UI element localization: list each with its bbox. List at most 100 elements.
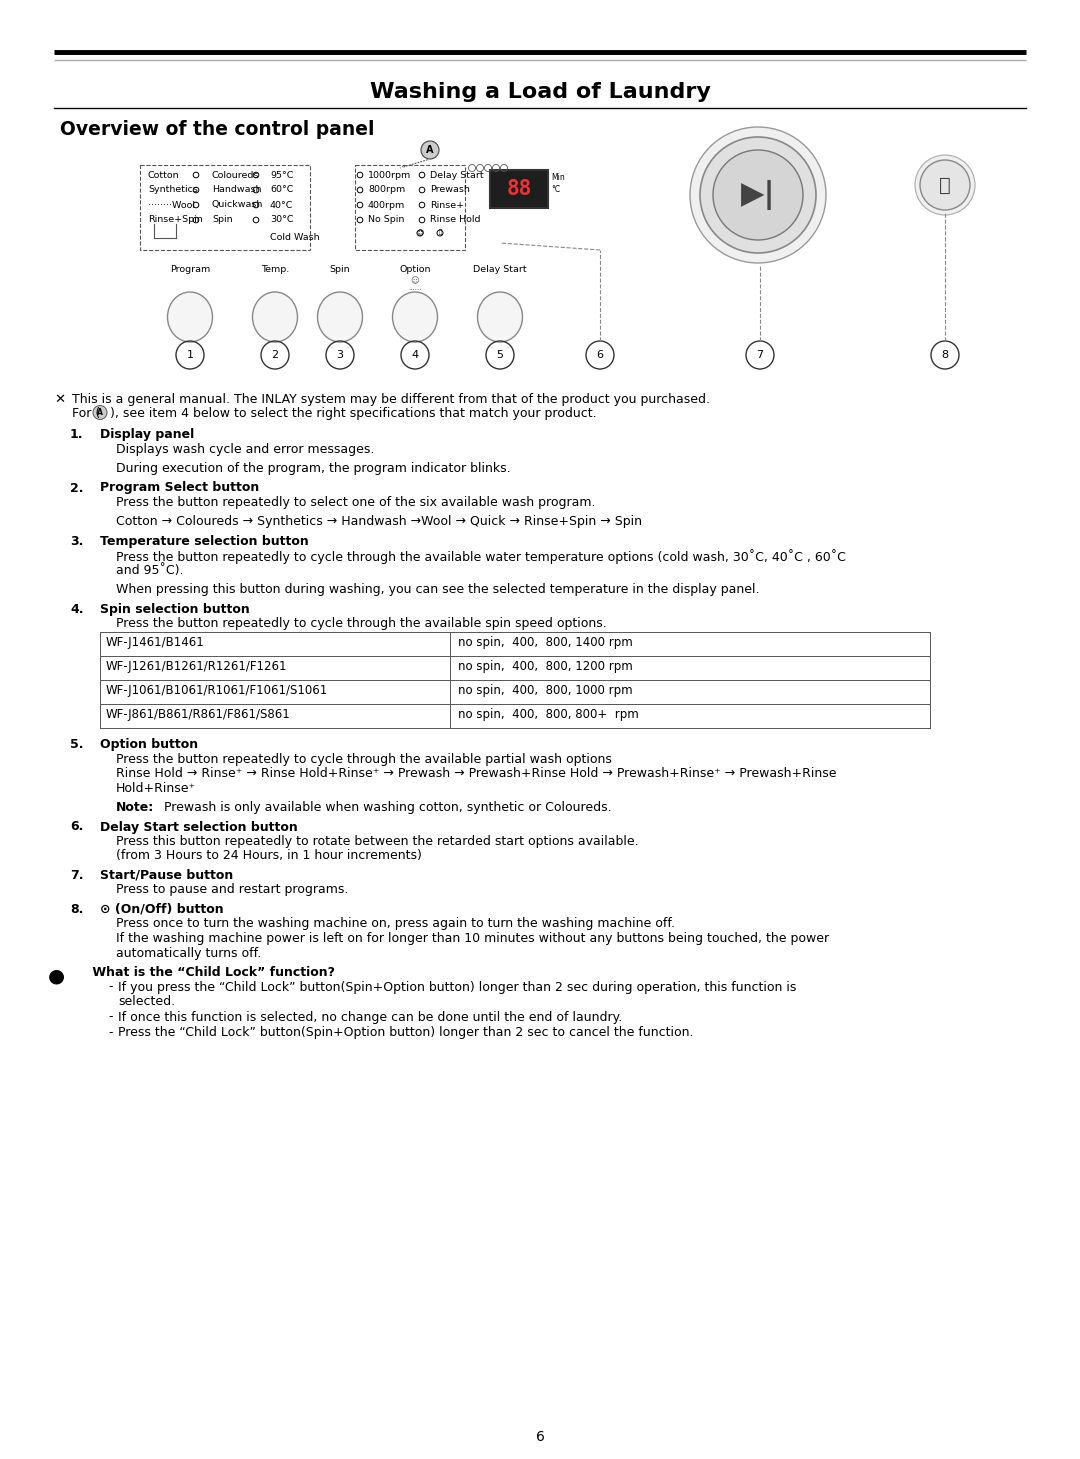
Text: 6.: 6.	[70, 820, 83, 833]
Text: WF-J1061/B1061/R1061/F1061/S1061: WF-J1061/B1061/R1061/F1061/S1061	[106, 684, 328, 697]
Text: 40°C: 40°C	[270, 200, 294, 210]
Text: 8: 8	[942, 350, 948, 360]
Text: When pressing this button during washing, you can see the selected temperature i: When pressing this button during washing…	[116, 584, 759, 597]
Text: ●: ●	[48, 966, 65, 985]
Text: 6: 6	[536, 1430, 544, 1444]
Text: Spin selection button: Spin selection button	[100, 603, 249, 616]
Text: 2: 2	[271, 350, 279, 360]
Ellipse shape	[477, 292, 523, 341]
Circle shape	[93, 406, 107, 420]
Text: WF-J1461/B1461: WF-J1461/B1461	[106, 636, 205, 649]
Text: 60°C: 60°C	[270, 185, 294, 194]
Text: Cotton: Cotton	[148, 171, 179, 179]
FancyBboxPatch shape	[490, 171, 548, 209]
Text: ☺: ☺	[417, 231, 423, 236]
Ellipse shape	[392, 292, 437, 341]
Text: ......: ......	[408, 285, 422, 290]
Text: Program: Program	[170, 266, 211, 274]
Text: Program Select button: Program Select button	[100, 481, 259, 495]
Text: -: -	[108, 1011, 112, 1024]
Text: If the washing machine power is left on for longer than 10 minutes without any b: If the washing machine power is left on …	[116, 932, 829, 945]
Text: Display panel: Display panel	[100, 427, 194, 441]
Circle shape	[690, 127, 826, 263]
Text: Delay Start selection button: Delay Start selection button	[100, 820, 298, 833]
Circle shape	[700, 137, 816, 252]
Text: 400rpm: 400rpm	[368, 200, 405, 210]
Text: Press the button repeatedly to cycle through the available water temperature opt: Press the button repeatedly to cycle thr…	[116, 550, 846, 565]
Text: Handwash: Handwash	[212, 185, 261, 194]
Text: Delay Start: Delay Start	[473, 266, 527, 274]
Text: Displays wash cycle and error messages.: Displays wash cycle and error messages.	[116, 442, 375, 455]
Text: If you press the “Child Lock” button(Spin+Option button) longer than 2 sec durin: If you press the “Child Lock” button(Spi…	[118, 980, 796, 994]
Text: ⊙ (On/Off) button: ⊙ (On/Off) button	[100, 903, 224, 916]
Text: 4.: 4.	[70, 603, 83, 616]
Text: Temperature selection button: Temperature selection button	[100, 535, 309, 549]
Text: What is the “Child Lock” function?: What is the “Child Lock” function?	[87, 966, 335, 979]
Text: 3: 3	[337, 350, 343, 360]
Text: Rinse Hold → Rinse⁺ → Rinse Hold+Rinse⁺ → Prewash → Prewash+Rinse Hold → Prewash: Rinse Hold → Rinse⁺ → Rinse Hold+Rinse⁺ …	[116, 767, 837, 781]
Text: 800rpm: 800rpm	[368, 185, 405, 194]
Text: no spin,  400,  800, 1200 rpm: no spin, 400, 800, 1200 rpm	[458, 659, 633, 673]
Text: Press the button repeatedly to cycle through the available spin speed options.: Press the button repeatedly to cycle thr…	[116, 617, 607, 630]
Text: -: -	[108, 1026, 112, 1039]
Text: Press to pause and restart programs.: Press to pause and restart programs.	[116, 884, 349, 896]
Text: Prewash is only available when washing cotton, synthetic or Coloureds.: Prewash is only available when washing c…	[156, 801, 611, 814]
Ellipse shape	[318, 292, 363, 341]
Text: If once this function is selected, no change can be done until the end of laundr: If once this function is selected, no ch…	[118, 1011, 622, 1024]
Text: This is a general manual. The INLAY system may be different from that of the pro: This is a general manual. The INLAY syst…	[72, 392, 710, 406]
Circle shape	[920, 160, 970, 210]
Text: ☺: ☺	[410, 276, 419, 285]
Text: A: A	[427, 144, 434, 155]
Text: No Spin: No Spin	[368, 216, 404, 225]
Text: 95°C: 95°C	[270, 171, 294, 179]
Text: ✕: ✕	[54, 392, 65, 406]
Text: 1: 1	[187, 350, 193, 360]
Text: selected.: selected.	[118, 995, 175, 1008]
Text: 2.: 2.	[70, 481, 83, 495]
Text: ▶|: ▶|	[741, 179, 775, 210]
Text: 4: 4	[411, 350, 419, 360]
Text: Note:: Note:	[116, 801, 154, 814]
Text: Prewash: Prewash	[430, 185, 470, 194]
Text: 7.: 7.	[70, 870, 83, 883]
Text: A: A	[97, 409, 103, 417]
Text: Overview of the control panel: Overview of the control panel	[60, 120, 375, 139]
Text: Spin: Spin	[329, 266, 350, 274]
Text: Quickwash: Quickwash	[212, 200, 264, 210]
Text: -: -	[108, 980, 112, 994]
Circle shape	[713, 150, 804, 239]
Text: Cold Wash: Cold Wash	[270, 232, 320, 242]
Text: Option button: Option button	[100, 738, 198, 751]
Text: 5: 5	[497, 350, 503, 360]
Text: and 95˚C).: and 95˚C).	[116, 565, 184, 576]
Text: ⏻: ⏻	[940, 175, 950, 194]
Text: Synthetics: Synthetics	[148, 185, 198, 194]
Text: Rinse+: Rinse+	[430, 200, 464, 210]
Text: Cotton → Coloureds → Synthetics → Handwash →Wool → Quick → Rinse+Spin → Spin: Cotton → Coloureds → Synthetics → Handwa…	[116, 515, 642, 528]
Text: ), see item 4 below to select the right specifications that match your product.: ), see item 4 below to select the right …	[110, 407, 596, 420]
Text: automatically turns off.: automatically turns off.	[116, 947, 261, 960]
Text: 88: 88	[507, 179, 531, 198]
Text: 7: 7	[756, 350, 764, 360]
Text: Coloureds: Coloureds	[212, 171, 259, 179]
Text: no spin,  400,  800, 1400 rpm: no spin, 400, 800, 1400 rpm	[458, 636, 633, 649]
Text: 6: 6	[596, 350, 604, 360]
Circle shape	[421, 142, 438, 159]
Text: 1000rpm: 1000rpm	[368, 171, 411, 179]
Text: Press the button repeatedly to cycle through the available partial wash options: Press the button repeatedly to cycle thr…	[116, 753, 612, 766]
Text: Spin: Spin	[212, 216, 232, 225]
Text: During execution of the program, the program indicator blinks.: During execution of the program, the pro…	[116, 463, 511, 476]
Text: Rinse Hold: Rinse Hold	[430, 216, 481, 225]
Text: Press the button repeatedly to select one of the six available wash program.: Press the button repeatedly to select on…	[116, 496, 595, 509]
Text: 3.: 3.	[70, 535, 83, 549]
Text: 30°C: 30°C	[270, 216, 294, 225]
Text: 1.: 1.	[70, 427, 83, 441]
Text: (from 3 Hours to 24 Hours, in 1 hour increments): (from 3 Hours to 24 Hours, in 1 hour inc…	[116, 849, 422, 862]
Text: For (: For (	[72, 407, 100, 420]
Text: Washing a Load of Laundry: Washing a Load of Laundry	[369, 82, 711, 102]
Text: WF-J861/B861/R861/F861/S861: WF-J861/B861/R861/F861/S861	[106, 708, 291, 721]
Text: Start/Pause button: Start/Pause button	[100, 870, 233, 883]
Text: Press once to turn the washing machine on, press again to turn the washing machi: Press once to turn the washing machine o…	[116, 918, 675, 931]
Text: Min: Min	[551, 174, 565, 182]
Text: 5.: 5.	[70, 738, 83, 751]
